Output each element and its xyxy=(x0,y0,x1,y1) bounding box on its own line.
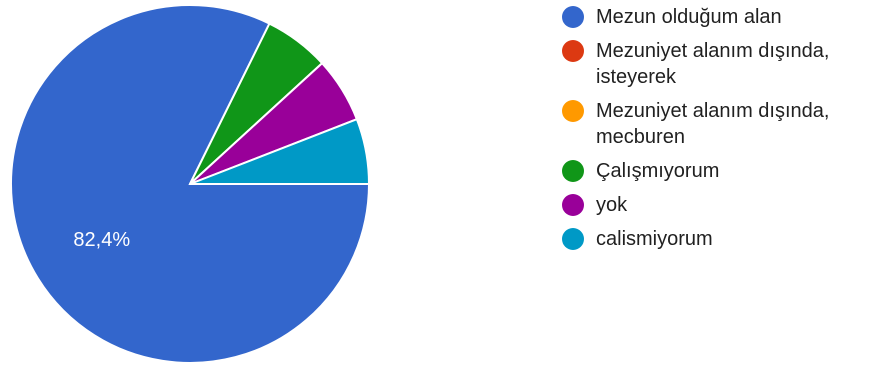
legend-label: Mezuniyet alanım dışında, isteyerek xyxy=(596,40,830,88)
legend-label: Mezuniyet alanım dışında, mecburen xyxy=(596,100,830,148)
legend-label: Mezun olduğum alan xyxy=(596,6,782,28)
legend-item-mecburen[interactable]: Mezuniyet alanım dışında, mecburen xyxy=(562,98,872,150)
legend-swatch xyxy=(562,6,584,28)
legend-swatch xyxy=(562,194,584,216)
legend: Mezun olduğum alan Mezuniyet alanım dışı… xyxy=(562,4,872,260)
legend-item-yok[interactable]: yok xyxy=(562,192,872,218)
legend-swatch xyxy=(562,100,584,122)
legend-swatch xyxy=(562,160,584,182)
slice-label-0: 82,4% xyxy=(73,229,130,251)
pie-labels: 82,4% xyxy=(73,229,130,251)
pie-slice-5[interactable] xyxy=(189,117,371,185)
legend-item-calismiyorum-lower[interactable]: calismiyorum xyxy=(562,226,872,252)
legend-item-isteyerek[interactable]: Mezuniyet alanım dışında, isteyerek xyxy=(562,38,872,90)
legend-swatch xyxy=(562,40,584,62)
legend-label: yok xyxy=(596,194,628,216)
pie-slices xyxy=(10,4,371,364)
legend-item-calismiyorum-capital[interactable]: Çalışmıyorum xyxy=(562,158,872,184)
legend-swatch xyxy=(562,228,584,250)
legend-item-mezun-oldugum-alan[interactable]: Mezun olduğum alan xyxy=(562,4,872,30)
legend-label: Çalışmıyorum xyxy=(596,160,720,182)
legend-label: calismiyorum xyxy=(596,228,713,250)
